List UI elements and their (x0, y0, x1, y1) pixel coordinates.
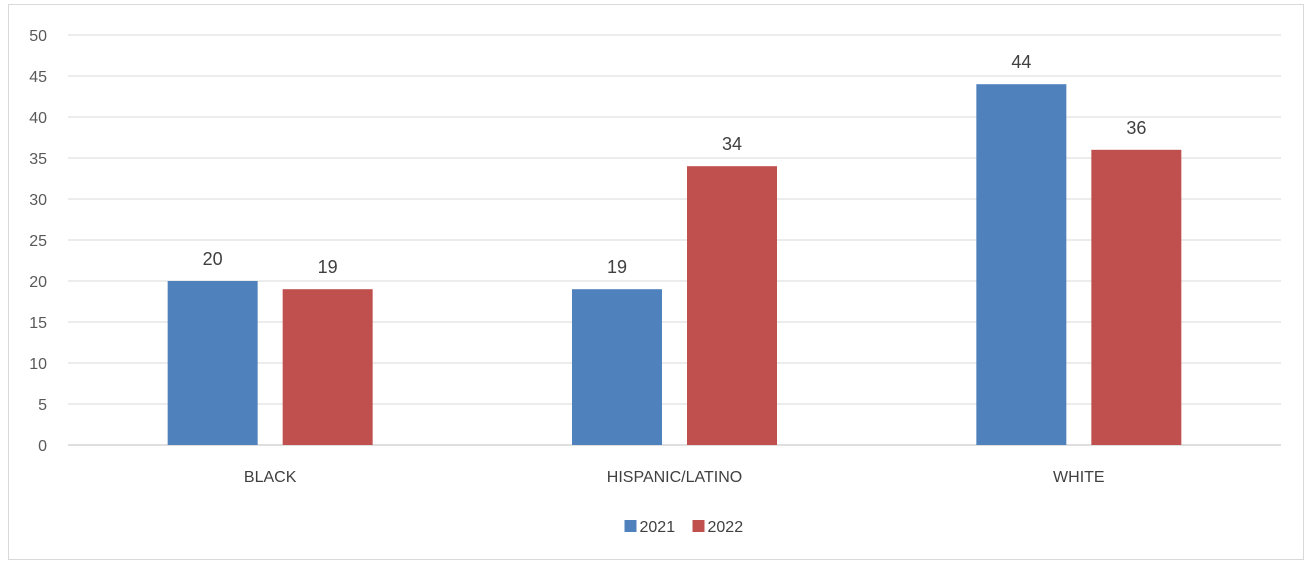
y-tick-label: 5 (38, 397, 47, 414)
data-label: 19 (607, 257, 627, 277)
x-category-label: HISPANIC/LATINO (607, 469, 742, 486)
data-label: 44 (1011, 52, 1031, 72)
bar-2022-white (1091, 149, 1182, 446)
y-tick-label: 45 (29, 69, 47, 86)
y-tick-label: 50 (29, 28, 47, 45)
legend-swatch-2022 (692, 520, 705, 532)
bar-2022-black (282, 289, 373, 445)
gridlines (68, 34, 1281, 446)
data-label: 36 (1126, 118, 1146, 138)
y-tick-label: 0 (38, 438, 47, 455)
data-label: 20 (203, 249, 223, 269)
legend-label-2022: 2022 (708, 519, 744, 536)
bar-2021-black (167, 281, 258, 445)
y-tick-label: 10 (29, 356, 47, 373)
y-tick-label: 15 (29, 315, 47, 332)
data-labels: 20 19 19 34 44 36 (203, 52, 1147, 277)
y-tick-label: 30 (29, 192, 47, 209)
legend: 2021 2022 (624, 519, 744, 536)
legend-label-2021: 2021 (640, 519, 676, 536)
data-label: 19 (318, 257, 338, 277)
legend-swatch-2021 (624, 520, 637, 532)
x-category-label: BLACK (244, 469, 297, 486)
y-tick-label: 35 (29, 151, 47, 168)
bar-2021-hispanic-latino (572, 289, 662, 445)
y-axis-ticks: 0 5 10 15 20 25 30 35 40 45 50 (29, 28, 47, 455)
data-label: 34 (722, 134, 742, 154)
bars (167, 84, 1182, 446)
x-category-label: WHITE (1053, 469, 1105, 486)
y-tick-label: 25 (29, 233, 47, 250)
x-axis-categories: BLACK HISPANIC/LATINO WHITE (244, 469, 1105, 486)
bar-2021-white (976, 84, 1067, 445)
y-tick-label: 40 (29, 110, 47, 127)
bar-2022-hispanic-latino (687, 166, 777, 445)
y-tick-label: 20 (29, 274, 47, 291)
